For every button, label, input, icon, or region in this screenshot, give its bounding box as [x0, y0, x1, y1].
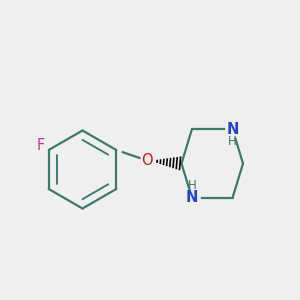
Text: N: N: [226, 122, 239, 136]
Text: O: O: [141, 153, 153, 168]
Text: H: H: [188, 179, 196, 192]
Text: F: F: [37, 138, 45, 153]
Text: N: N: [186, 190, 198, 206]
Text: H: H: [228, 135, 237, 148]
